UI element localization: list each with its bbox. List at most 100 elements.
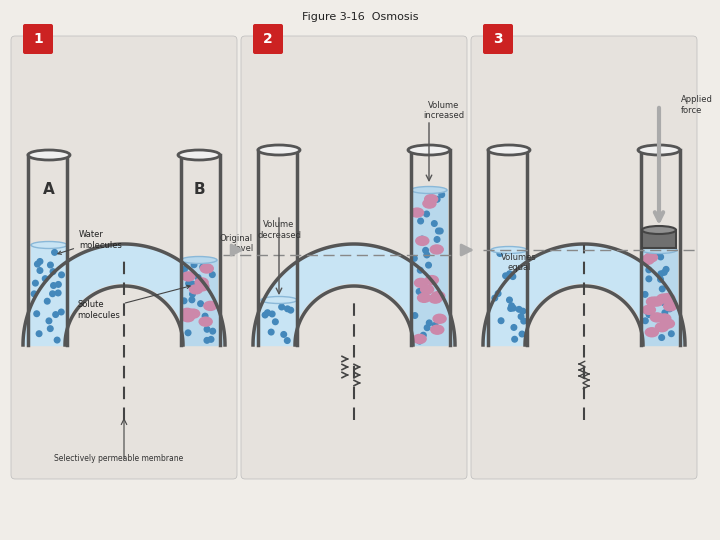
Ellipse shape	[664, 302, 677, 311]
Ellipse shape	[655, 323, 668, 332]
Circle shape	[416, 289, 422, 294]
Circle shape	[658, 276, 663, 282]
Ellipse shape	[426, 275, 438, 285]
Ellipse shape	[431, 245, 444, 254]
Text: A: A	[43, 183, 55, 198]
Text: Figure 3-16  Osmosis: Figure 3-16 Osmosis	[302, 12, 418, 22]
Text: Original
level: Original level	[220, 234, 253, 253]
Polygon shape	[23, 244, 225, 345]
Ellipse shape	[650, 313, 663, 322]
Circle shape	[423, 247, 428, 253]
FancyBboxPatch shape	[11, 36, 237, 479]
FancyBboxPatch shape	[241, 36, 467, 479]
Circle shape	[418, 267, 423, 273]
Text: B: B	[193, 183, 204, 198]
Ellipse shape	[658, 314, 671, 323]
Text: Water
molecules: Water molecules	[58, 230, 122, 254]
Circle shape	[521, 318, 526, 324]
Ellipse shape	[650, 297, 663, 306]
Ellipse shape	[196, 282, 209, 291]
Ellipse shape	[429, 294, 442, 303]
Circle shape	[509, 303, 514, 308]
Circle shape	[190, 281, 196, 287]
Ellipse shape	[28, 150, 70, 160]
Circle shape	[424, 325, 430, 330]
Ellipse shape	[638, 145, 680, 155]
Text: Solute
molecules: Solute molecules	[77, 285, 190, 320]
Circle shape	[418, 218, 423, 224]
Circle shape	[35, 261, 40, 267]
Ellipse shape	[641, 246, 677, 253]
Circle shape	[284, 306, 290, 312]
Ellipse shape	[415, 279, 428, 287]
Circle shape	[42, 276, 48, 281]
Ellipse shape	[432, 292, 445, 301]
Ellipse shape	[204, 301, 217, 310]
Circle shape	[432, 295, 438, 300]
Circle shape	[202, 313, 208, 319]
Circle shape	[662, 269, 667, 275]
Circle shape	[498, 318, 504, 323]
Circle shape	[646, 312, 652, 318]
Circle shape	[59, 272, 64, 278]
Ellipse shape	[645, 328, 658, 337]
Circle shape	[662, 310, 667, 315]
Circle shape	[417, 338, 423, 344]
Circle shape	[495, 291, 501, 296]
Circle shape	[646, 276, 652, 282]
Ellipse shape	[189, 285, 202, 294]
Circle shape	[288, 307, 294, 313]
Ellipse shape	[647, 297, 660, 306]
Ellipse shape	[31, 241, 67, 248]
Text: Volume
increased: Volume increased	[423, 100, 464, 120]
Circle shape	[644, 256, 650, 262]
Circle shape	[58, 309, 64, 315]
Ellipse shape	[195, 278, 208, 287]
Circle shape	[189, 297, 194, 302]
Ellipse shape	[425, 194, 438, 204]
Circle shape	[419, 236, 425, 242]
Circle shape	[503, 273, 508, 279]
Ellipse shape	[258, 145, 300, 155]
Circle shape	[426, 320, 432, 326]
FancyBboxPatch shape	[253, 24, 283, 54]
Circle shape	[511, 325, 517, 330]
Circle shape	[191, 286, 196, 292]
Circle shape	[189, 291, 195, 297]
Circle shape	[654, 250, 660, 256]
Circle shape	[198, 301, 203, 307]
Circle shape	[431, 221, 437, 226]
Circle shape	[510, 305, 516, 311]
Circle shape	[269, 311, 275, 317]
Circle shape	[436, 228, 441, 234]
FancyBboxPatch shape	[471, 36, 697, 479]
Circle shape	[204, 327, 210, 332]
Circle shape	[510, 274, 516, 279]
Circle shape	[210, 272, 215, 278]
Circle shape	[438, 228, 443, 234]
Circle shape	[439, 192, 444, 198]
FancyBboxPatch shape	[23, 24, 53, 54]
Ellipse shape	[416, 237, 429, 245]
Polygon shape	[253, 244, 455, 345]
Circle shape	[660, 286, 665, 292]
Ellipse shape	[642, 226, 676, 234]
Circle shape	[192, 262, 197, 267]
Circle shape	[646, 267, 652, 273]
Ellipse shape	[410, 208, 423, 217]
Circle shape	[186, 281, 192, 286]
Circle shape	[669, 331, 674, 336]
Circle shape	[195, 275, 201, 280]
Ellipse shape	[662, 319, 675, 328]
Circle shape	[432, 322, 438, 328]
Ellipse shape	[433, 314, 446, 323]
Circle shape	[659, 335, 665, 340]
Circle shape	[181, 298, 187, 303]
Circle shape	[668, 298, 674, 304]
Circle shape	[424, 211, 429, 217]
Circle shape	[420, 333, 426, 338]
Ellipse shape	[261, 296, 297, 303]
Circle shape	[54, 338, 60, 343]
Ellipse shape	[644, 253, 657, 262]
Circle shape	[273, 319, 278, 325]
